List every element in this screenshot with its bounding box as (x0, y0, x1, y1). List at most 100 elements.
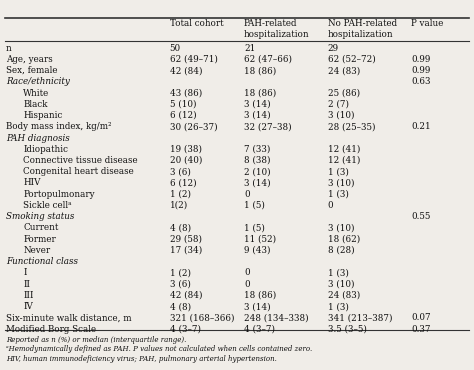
Text: 18 (86): 18 (86) (244, 88, 276, 98)
Text: Age, years: Age, years (6, 55, 53, 64)
Text: 0.07: 0.07 (411, 313, 431, 322)
Text: Congenital heart disease: Congenital heart disease (23, 167, 134, 176)
Text: Total cohort: Total cohort (170, 19, 223, 28)
Text: 2 (10): 2 (10) (244, 167, 271, 176)
Text: 18 (86): 18 (86) (244, 66, 276, 75)
Text: 0.63: 0.63 (411, 77, 431, 86)
Text: 0: 0 (244, 190, 250, 199)
Text: 32 (27–38): 32 (27–38) (244, 122, 292, 131)
Text: 3 (10): 3 (10) (328, 178, 354, 188)
Text: 30 (26–37): 30 (26–37) (170, 122, 217, 131)
Text: 2 (7): 2 (7) (328, 100, 348, 109)
Text: Body mass index, kg/m²: Body mass index, kg/m² (6, 122, 111, 131)
Text: 248 (134–338): 248 (134–338) (244, 313, 309, 322)
Text: I: I (23, 268, 27, 278)
Text: 29 (58): 29 (58) (170, 235, 201, 244)
Text: 1 (5): 1 (5) (244, 201, 265, 210)
Text: 0.99: 0.99 (411, 66, 430, 75)
Text: Connective tissue disease: Connective tissue disease (23, 156, 138, 165)
Text: 3 (10): 3 (10) (328, 223, 354, 232)
Text: 3 (6): 3 (6) (170, 280, 191, 289)
Text: 18 (86): 18 (86) (244, 291, 276, 300)
Text: Six-minute walk distance, m: Six-minute walk distance, m (6, 313, 131, 322)
Text: HIV, human immunodeficiency virus; PAH, pulmonary arterial hypertension.: HIV, human immunodeficiency virus; PAH, … (6, 354, 276, 363)
Text: 29: 29 (328, 44, 339, 53)
Text: 1 (3): 1 (3) (328, 167, 348, 176)
Text: Reported as n (%) or median (interquartile range).: Reported as n (%) or median (interquarti… (6, 336, 186, 344)
Text: 62 (49–71): 62 (49–71) (170, 55, 218, 64)
Text: 19 (38): 19 (38) (170, 145, 201, 154)
Text: 1 (2): 1 (2) (170, 190, 191, 199)
Text: 18 (62): 18 (62) (328, 235, 360, 244)
Text: PAH-related
hospitalization: PAH-related hospitalization (244, 19, 310, 39)
Text: 3 (14): 3 (14) (244, 302, 271, 311)
Text: 1 (2): 1 (2) (170, 268, 191, 278)
Text: 6 (12): 6 (12) (170, 111, 196, 120)
Text: No PAH-related
hospitalization: No PAH-related hospitalization (328, 19, 397, 39)
Text: Never: Never (23, 246, 50, 255)
Text: HIV: HIV (23, 178, 41, 188)
Text: P value: P value (411, 19, 444, 28)
Text: Former: Former (23, 235, 56, 244)
Text: 6 (12): 6 (12) (170, 178, 196, 188)
Text: 0: 0 (244, 280, 250, 289)
Text: 1(2): 1(2) (170, 201, 188, 210)
Text: Hispanic: Hispanic (23, 111, 63, 120)
Text: 0.99: 0.99 (411, 55, 430, 64)
Text: 62 (52–72): 62 (52–72) (328, 55, 375, 64)
Text: 3 (6): 3 (6) (170, 167, 191, 176)
Text: 4 (3–7): 4 (3–7) (170, 324, 201, 334)
Text: 25 (86): 25 (86) (328, 88, 360, 98)
Text: 42 (84): 42 (84) (170, 291, 202, 300)
Text: 1 (5): 1 (5) (244, 223, 265, 232)
Text: ᵃHemodynamically defined as PAH. P values not calculated when cells contained ze: ᵃHemodynamically defined as PAH. P value… (6, 345, 312, 353)
Text: 3 (14): 3 (14) (244, 178, 271, 188)
Text: 9 (43): 9 (43) (244, 246, 271, 255)
Text: 24 (83): 24 (83) (328, 66, 360, 75)
Text: 3 (10): 3 (10) (328, 111, 354, 120)
Text: Sickle cellᵃ: Sickle cellᵃ (23, 201, 72, 210)
Text: Black: Black (23, 100, 48, 109)
Text: 3.5 (3–5): 3.5 (3–5) (328, 324, 366, 334)
Text: Smoking status: Smoking status (6, 212, 74, 221)
Text: n: n (6, 44, 11, 53)
Text: 5 (10): 5 (10) (170, 100, 196, 109)
Text: 8 (28): 8 (28) (328, 246, 354, 255)
Text: Modified Borg Scale: Modified Borg Scale (6, 324, 96, 334)
Text: White: White (23, 88, 50, 98)
Text: III: III (23, 291, 34, 300)
Text: 4 (3–7): 4 (3–7) (244, 324, 275, 334)
Text: 20 (40): 20 (40) (170, 156, 202, 165)
Text: Current: Current (23, 223, 59, 232)
Text: 24 (83): 24 (83) (328, 291, 360, 300)
Text: 4 (8): 4 (8) (170, 223, 191, 232)
Text: 43 (86): 43 (86) (170, 88, 202, 98)
Text: 0.21: 0.21 (411, 122, 431, 131)
Text: 0: 0 (244, 268, 250, 278)
Text: Idiopathic: Idiopathic (23, 145, 68, 154)
Text: Sex, female: Sex, female (6, 66, 57, 75)
Text: 8 (38): 8 (38) (244, 156, 271, 165)
Text: 12 (41): 12 (41) (328, 156, 360, 165)
Text: 3 (14): 3 (14) (244, 111, 271, 120)
Text: 3 (14): 3 (14) (244, 100, 271, 109)
Text: 11 (52): 11 (52) (244, 235, 276, 244)
Text: 21: 21 (244, 44, 255, 53)
Text: 0: 0 (328, 201, 333, 210)
Text: Functional class: Functional class (6, 257, 78, 266)
Text: 0.37: 0.37 (411, 324, 431, 334)
Text: 3 (10): 3 (10) (328, 280, 354, 289)
Text: 4 (8): 4 (8) (170, 302, 191, 311)
Text: 28 (25–35): 28 (25–35) (328, 122, 375, 131)
Text: 12 (41): 12 (41) (328, 145, 360, 154)
Text: 1 (3): 1 (3) (328, 302, 348, 311)
Text: 42 (84): 42 (84) (170, 66, 202, 75)
Text: 1 (3): 1 (3) (328, 190, 348, 199)
Text: 0.55: 0.55 (411, 212, 430, 221)
Text: 17 (34): 17 (34) (170, 246, 202, 255)
Text: 321 (168–366): 321 (168–366) (170, 313, 234, 322)
Text: Race/ethnicity: Race/ethnicity (6, 77, 70, 86)
Text: Portopulmonary: Portopulmonary (23, 190, 95, 199)
Text: II: II (23, 280, 30, 289)
Text: 341 (213–387): 341 (213–387) (328, 313, 392, 322)
